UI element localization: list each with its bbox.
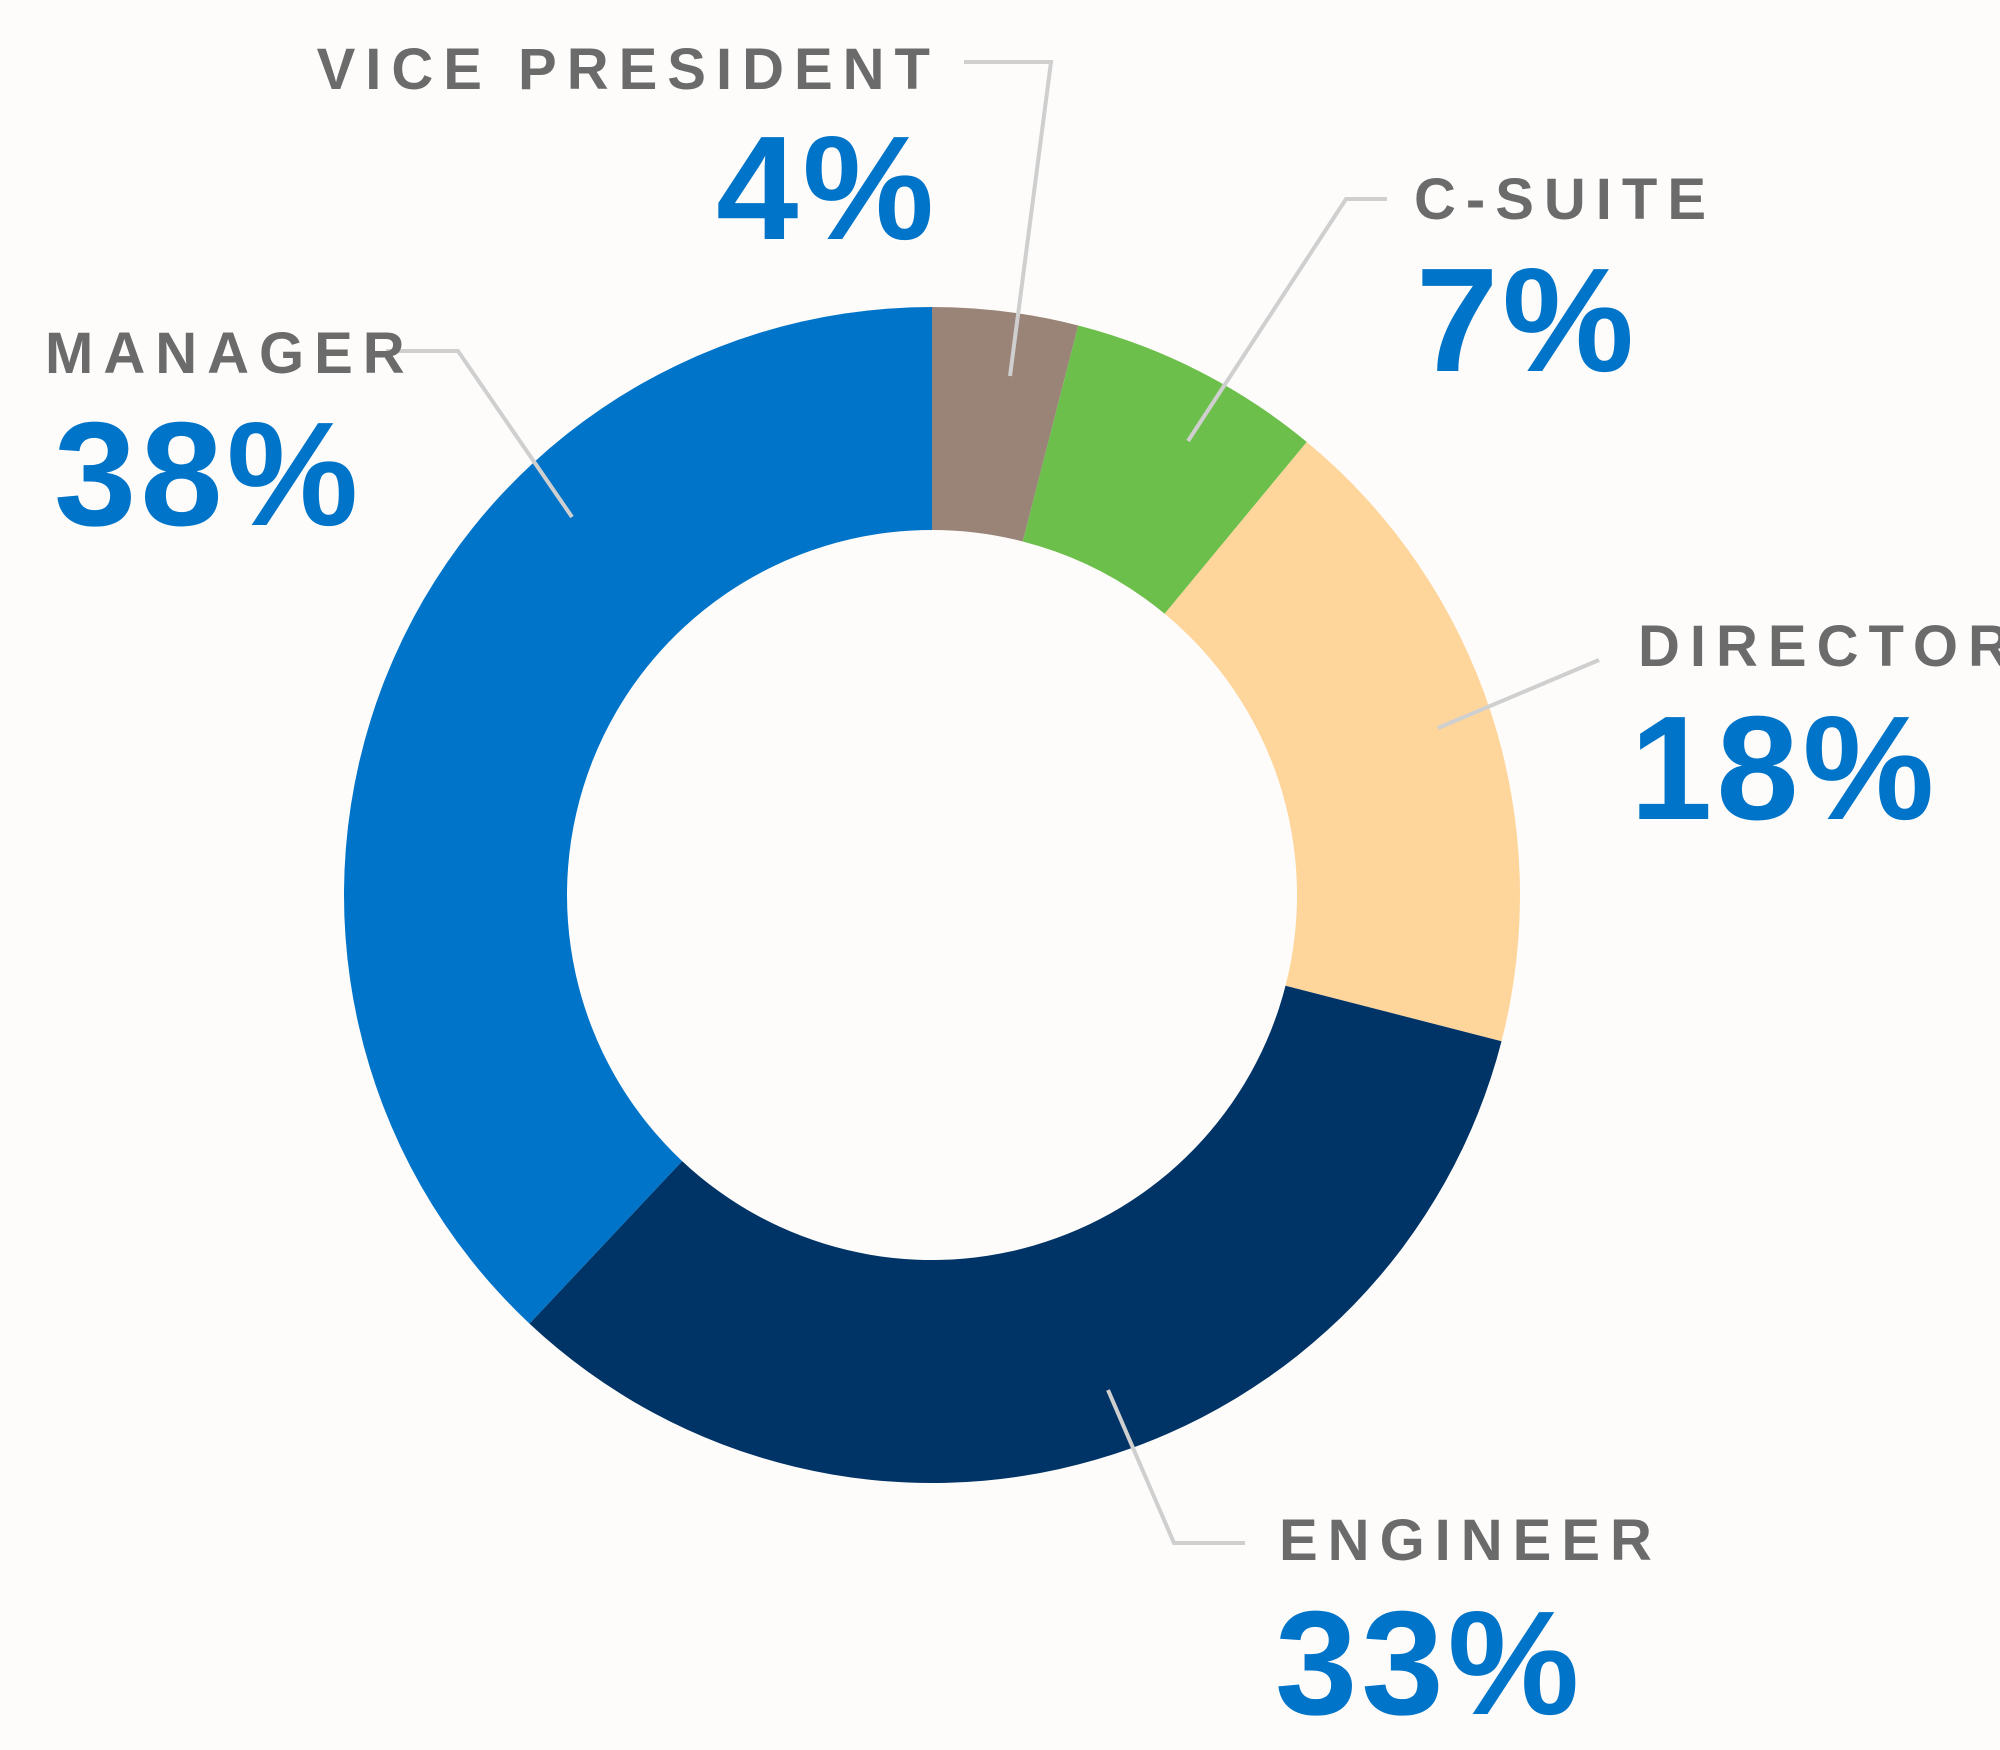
percent-director: 18% xyxy=(1630,686,1938,851)
slices xyxy=(344,306,1520,1483)
leader-line-engineer xyxy=(1106,1389,1245,1545)
slice-c-suite xyxy=(1022,325,1307,614)
label-engineer: ENGINEER xyxy=(1279,1508,1662,1573)
slice-vice-president xyxy=(932,307,1079,542)
leader-line-manager xyxy=(386,349,574,519)
percent-manager: 38% xyxy=(54,392,362,557)
percent-c-suite: 7% xyxy=(1416,238,1638,403)
slice-engineer xyxy=(529,985,1502,1483)
label-director: DIRECTOR xyxy=(1638,614,2000,679)
slice-manager xyxy=(344,306,932,1324)
leader-line-c-suite xyxy=(1186,197,1387,443)
label-manager: MANAGER xyxy=(45,321,415,386)
percent-vice-president: 4% xyxy=(716,106,938,271)
leader-line-vice-president xyxy=(964,60,1054,377)
label-vice-president: VICE PRESIDENT xyxy=(317,37,940,102)
slice-director xyxy=(1164,441,1520,1042)
label-c-suite: C-SUITE xyxy=(1414,167,1716,232)
leader-line-director xyxy=(1437,658,1600,730)
percent-engineer: 33% xyxy=(1275,1581,1583,1746)
